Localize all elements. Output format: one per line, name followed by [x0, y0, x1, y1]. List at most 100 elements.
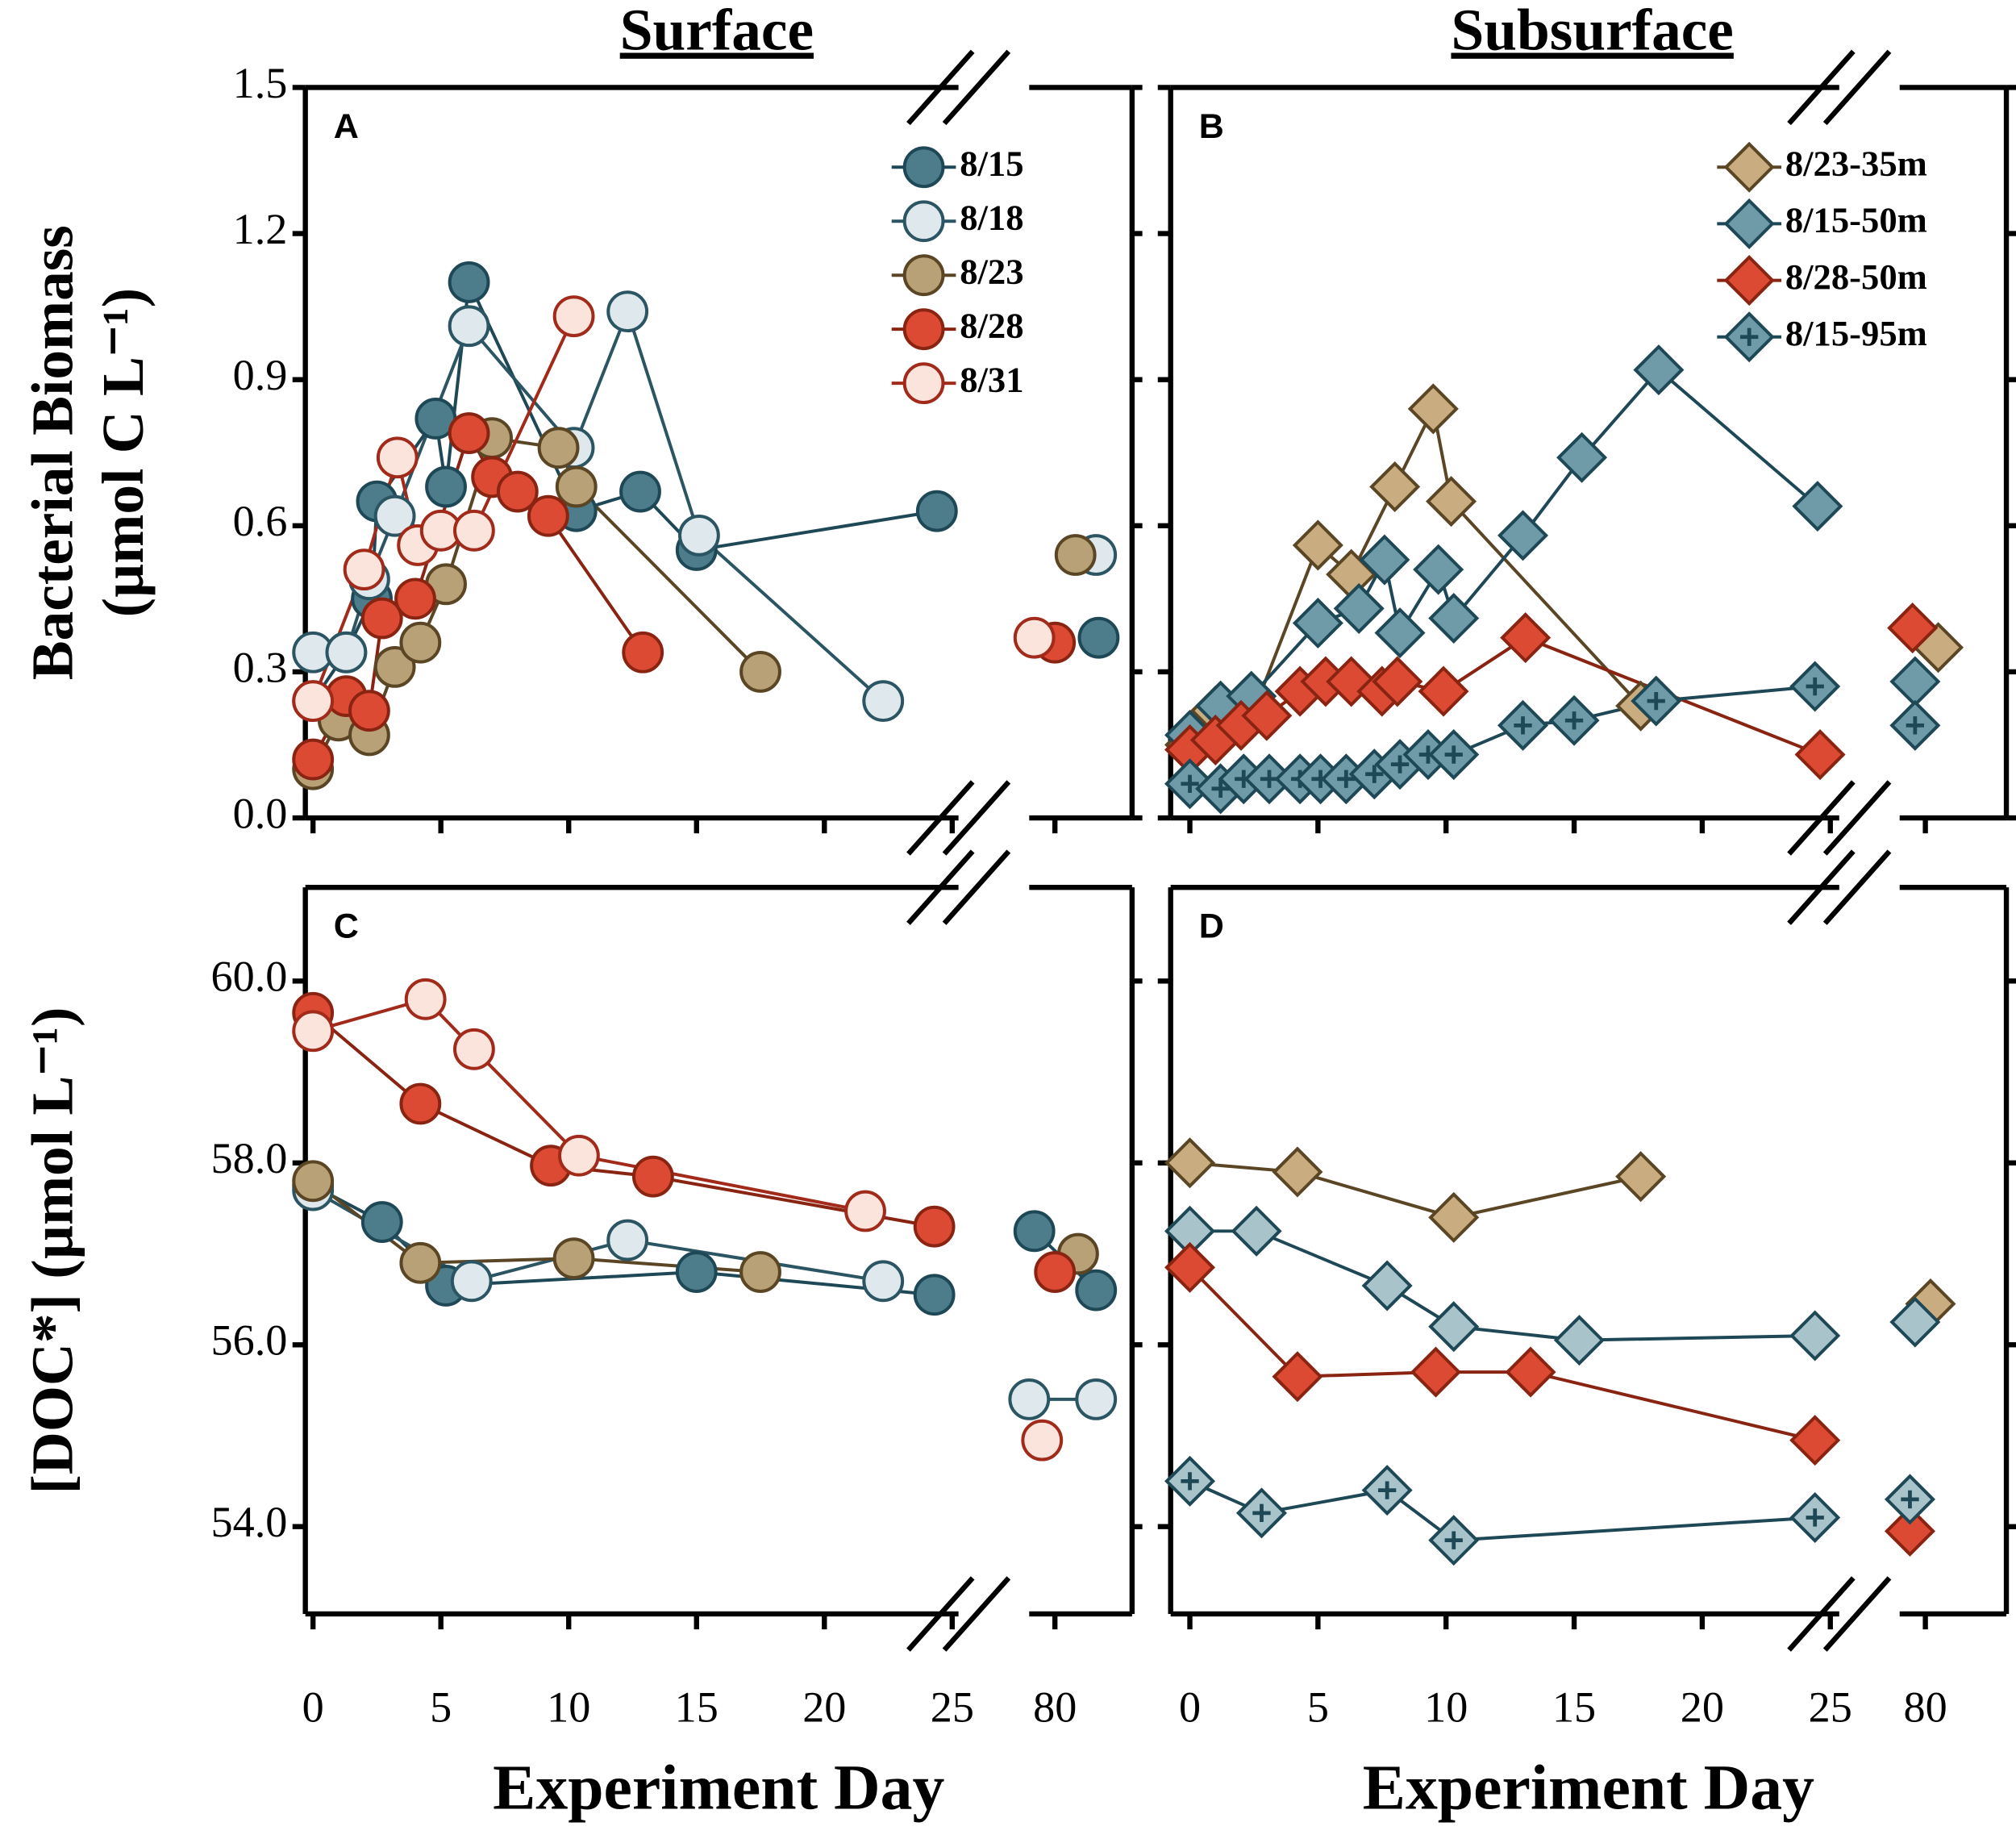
legend-label: 8/31: [960, 359, 1023, 399]
marker-plus: [1564, 711, 1584, 730]
marker-shape: [1272, 1351, 1323, 1403]
marker-shape: [1553, 1315, 1605, 1366]
marker-plus: [1806, 1508, 1824, 1527]
legend-label: 8/15-50m: [1785, 200, 1927, 240]
marker: [1548, 694, 1600, 746]
marker: [1374, 607, 1426, 659]
marker-plus: [1444, 745, 1463, 764]
marker: [1884, 1505, 1935, 1557]
marker: [1361, 1465, 1413, 1516]
marker: [1428, 1191, 1480, 1243]
marker: [399, 621, 442, 664]
marker-shape: [1374, 607, 1426, 659]
marker-plus: [1252, 1503, 1271, 1522]
marker: [1054, 534, 1097, 576]
marker: [1075, 1378, 1118, 1420]
marker: [1034, 1251, 1077, 1293]
marker-shape: [1723, 255, 1775, 306]
x-tick-label: 0: [302, 1683, 324, 1732]
marker: [1021, 1419, 1064, 1462]
marker: [555, 465, 598, 508]
marker: [1789, 1310, 1841, 1362]
x-tick-label: 5: [1307, 1683, 1329, 1732]
panel-label: B: [1199, 107, 1224, 146]
axis-break: [942, 1576, 1011, 1652]
marker-shape: [1372, 656, 1423, 707]
marker: [1231, 1205, 1282, 1257]
legend-label: 8/18: [960, 197, 1023, 237]
marker: [1369, 461, 1421, 513]
marker: [1372, 656, 1423, 707]
axis-break: [1787, 1576, 1856, 1652]
x-tick-label: 80: [1033, 1683, 1077, 1732]
marker-shape: [1361, 1260, 1413, 1311]
marker: [913, 1274, 956, 1316]
y-tick-label: 1.5: [233, 59, 288, 107]
marker: [622, 631, 664, 673]
marker: [343, 548, 385, 591]
marker: [448, 261, 490, 303]
marker: [1418, 665, 1469, 717]
marker-plus: [1647, 691, 1665, 711]
marker: [862, 1260, 905, 1303]
marker-shape: [1428, 592, 1480, 644]
axis-break: [1822, 1576, 1892, 1652]
marker: [1241, 690, 1293, 741]
y-tick-label: 0.9: [233, 351, 288, 399]
marker: [1235, 1487, 1287, 1539]
marker-shape: [1407, 383, 1459, 435]
marker-shape: [1615, 1151, 1667, 1203]
marker: [606, 290, 649, 333]
marker: [1410, 1346, 1462, 1398]
y-tick-label: 1.2: [233, 205, 288, 253]
column-title: Surface: [620, 0, 814, 62]
marker-shape: [1410, 1346, 1462, 1398]
marker-shape: [1418, 665, 1469, 717]
marker: [1407, 383, 1459, 435]
marker: [292, 1160, 335, 1203]
marker: [1013, 1210, 1056, 1253]
marker-shape: [1413, 544, 1464, 595]
y-label: [DOC*] (µmol L⁻¹): [19, 1007, 85, 1495]
marker: [292, 1010, 335, 1053]
marker-plus: [1901, 1490, 1919, 1509]
marker-shape: [1426, 476, 1477, 528]
legend-marker: [902, 308, 945, 351]
marker-shape: [1889, 1296, 1941, 1348]
marker: [292, 738, 335, 781]
x-tick-label: 25: [1809, 1683, 1852, 1732]
marker-shape: [1359, 534, 1410, 586]
panel-label: C: [334, 907, 359, 946]
axis-break: [1787, 49, 1856, 126]
marker: [1077, 616, 1120, 659]
marker-shape: [1789, 1310, 1841, 1362]
marker-shape: [1633, 344, 1685, 396]
marker: [376, 436, 419, 479]
legend-marker: [902, 200, 945, 243]
x-tick-label: 0: [1179, 1683, 1201, 1732]
marker-shape: [1292, 519, 1343, 571]
legend-label: 8/23-35m: [1785, 144, 1927, 184]
marker: [448, 412, 490, 454]
marker: [1500, 612, 1552, 664]
axis-break: [906, 1576, 975, 1652]
series-line: [1189, 1229, 1815, 1342]
x-tick-label: 20: [802, 1683, 846, 1732]
marker: [1553, 1315, 1605, 1366]
marker: [1333, 582, 1385, 634]
marker: [1497, 510, 1549, 561]
marker-plus: [1806, 677, 1824, 696]
axis-break: [1787, 780, 1856, 856]
y-label: (µmol C L⁻¹): [90, 288, 156, 617]
x-tick-label: 15: [1552, 1683, 1596, 1732]
marker-shape: [1428, 1301, 1480, 1353]
axis-break: [942, 780, 1011, 856]
legend-label: 8/23: [960, 251, 1023, 291]
marker: [1889, 1296, 1941, 1348]
marker-plus: [1740, 327, 1759, 346]
marker: [1887, 603, 1939, 654]
marker: [631, 1155, 674, 1198]
marker: [678, 514, 720, 557]
x-tick-label: 15: [675, 1683, 719, 1732]
axis-break: [1787, 849, 1856, 925]
